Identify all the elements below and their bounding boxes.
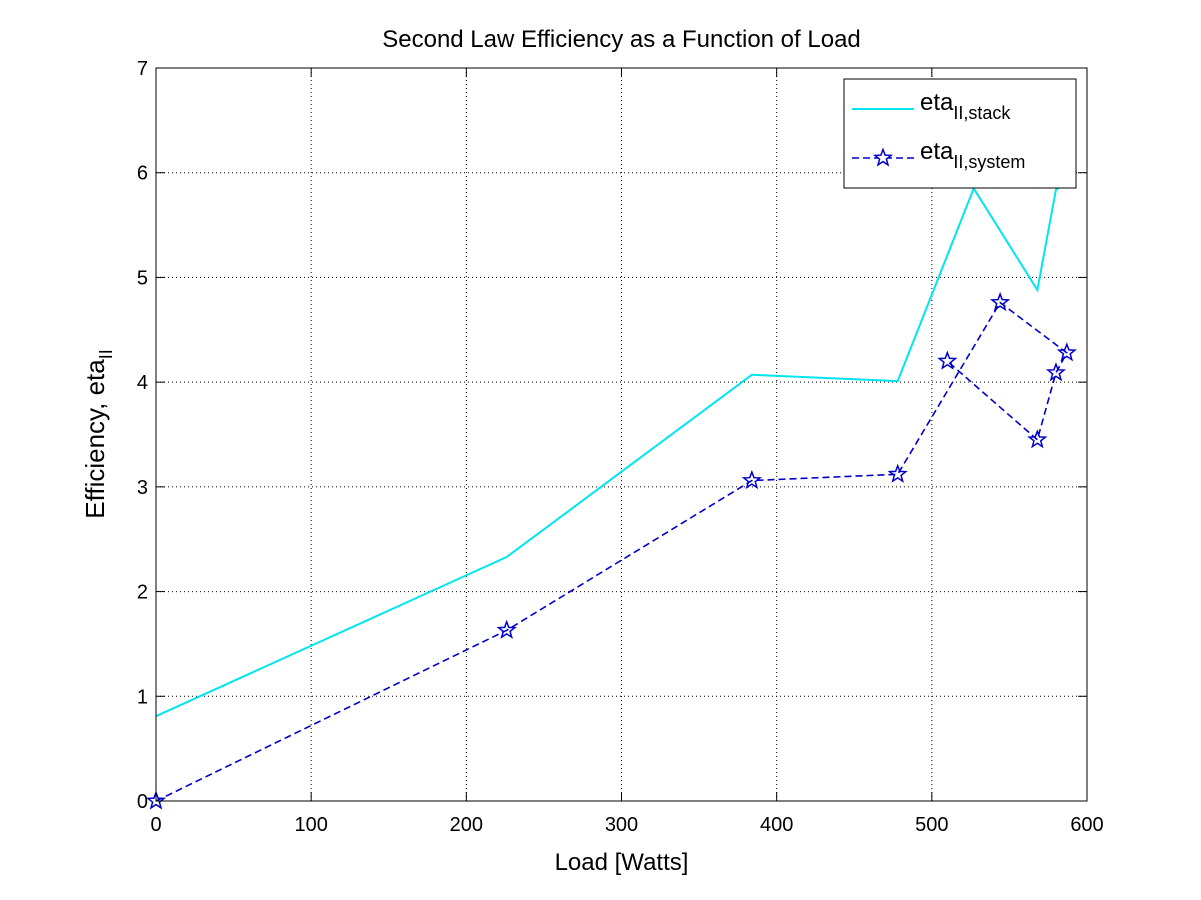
x-tick-label: 300 [605,814,638,836]
y-axis-label-subscript: II [96,349,116,359]
y-tick-label: 1 [137,686,148,708]
data-point-system [887,463,908,483]
series-line-system [155,301,1068,802]
y-tick-label: 2 [137,582,148,604]
data-point-system [496,619,517,639]
y-axis-label: Efficiency, etaII [80,349,116,518]
x-tick-label: 0 [150,814,161,836]
data-point-system [145,790,167,810]
x-axis-label: Load [Watts] [555,849,689,876]
y-tick-label: 3 [137,477,148,499]
y-tick-label: 4 [137,372,148,394]
y-tick-label: 0 [137,791,148,813]
chart-title: Second Law Efficiency as a Function of L… [382,26,861,53]
legend-label-stack-main: eta [920,89,954,116]
x-tick-label: 400 [760,814,793,836]
legend: etaII,stack etaII,system [843,78,1077,189]
x-tick-label: 100 [294,814,327,836]
legend-label-system-subscript: II,system [953,152,1025,172]
data-point-system [1056,342,1077,362]
series-layer [145,182,1077,810]
data-point-system [1045,362,1067,382]
y-tick-label: 5 [137,267,148,289]
x-tick-label: 200 [450,814,483,836]
data-point-system [741,469,762,490]
y-tick-label: 7 [137,58,148,80]
data-point-system [937,350,958,370]
data-point-system [989,291,1011,312]
plot-area [156,68,1087,801]
data-point-system [1027,429,1048,449]
legend-label-system-main: eta [920,138,954,165]
legend-label-stack: etaII,stack [920,89,1011,123]
x-tick-label: 600 [1070,814,1103,836]
series-line-stack [155,182,1068,718]
ticks: 0 100 200 300 400 500 600 0 1 2 3 4 5 6 7 [137,58,1104,836]
legend-marker-system [872,147,894,167]
legend-box [843,78,1077,189]
legend-star-icon [872,147,894,167]
y-axis-label-main: Efficiency, eta [80,359,110,519]
legend-label-system: etaII,system [920,138,1025,172]
y-tick-label: 6 [137,163,148,185]
legend-label-stack-subscript: II,stack [953,103,1011,123]
x-tick-label: 500 [915,814,948,836]
